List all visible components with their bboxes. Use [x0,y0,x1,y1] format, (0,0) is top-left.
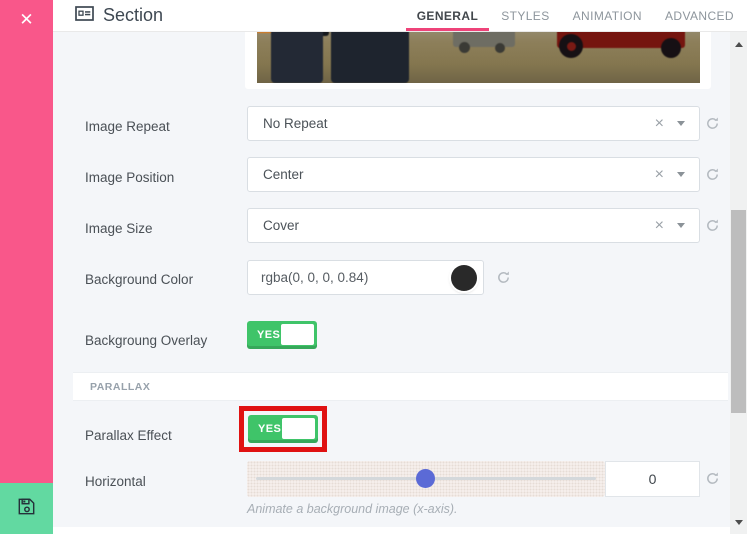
parallax-effect-toggle[interactable]: YES [248,415,318,443]
background-color-label: Background Color [85,272,194,287]
tab-bar: GENERAL STYLES ANIMATION ADVANCED [405,0,747,31]
scroll-down-icon[interactable] [730,514,747,530]
horizontal-value-input[interactable]: 0 [605,461,700,497]
section-icon [75,5,94,26]
save-button[interactable] [0,483,53,534]
left-sidebar: ✕ [0,0,53,534]
background-image-preview-card [245,32,711,89]
chevron-down-icon[interactable] [677,121,685,126]
image-size-label: Image Size [85,221,153,236]
parallax-effect-label: Parallax Effect [85,428,172,443]
clear-icon[interactable]: × [654,216,664,234]
reset-icon[interactable] [496,270,512,286]
chevron-down-icon[interactable] [677,172,685,177]
reset-icon[interactable] [705,218,721,234]
red-highlight-annotation: YES [239,406,327,452]
slider-knob[interactable] [416,469,435,488]
reset-icon[interactable] [705,167,721,183]
image-size-value: Cover [263,218,300,233]
background-overlay-toggle[interactable]: YES [247,321,317,349]
clear-icon[interactable]: × [654,114,664,132]
background-color-input[interactable]: rgba(0, 0, 0, 0.84) [247,260,484,295]
toggle-knob [282,418,315,439]
image-size-select[interactable]: Cover × [247,208,700,243]
panel-header: Section GENERAL STYLES ANIMATION ADVANCE… [53,0,747,32]
toggle-state-label: YES [257,329,281,341]
image-position-label: Image Position [85,170,175,185]
reset-icon[interactable] [705,116,721,132]
settings-content: Image Repeat No Repeat × Image Position … [53,32,730,534]
close-button[interactable]: ✕ [0,0,53,40]
vertical-scrollbar[interactable] [730,32,747,534]
horizontal-help-text: Animate a background image (x-axis). [247,502,458,516]
image-repeat-select[interactable]: No Repeat × [247,106,700,141]
background-image-thumbnail [257,32,700,83]
background-color-value: rgba(0, 0, 0, 0.84) [261,270,369,285]
title-wrap: Section [53,5,163,26]
close-icon: ✕ [19,10,34,29]
image-repeat-label: Image Repeat [85,119,170,134]
background-overlay-label: Backgroung Overlay [85,333,208,348]
parallax-heading-text: PARALLAX [90,380,151,393]
clear-icon[interactable]: × [654,165,664,183]
horizontal-label: Horizontal [85,474,146,489]
save-icon [15,495,38,523]
image-repeat-value: No Repeat [263,116,328,131]
tab-advanced[interactable]: ADVANCED [665,8,734,23]
tab-animation[interactable]: ANIMATION [572,8,642,23]
image-position-select[interactable]: Center × [247,157,700,192]
toggle-state-label: YES [258,423,282,435]
parallax-section-heading: PARALLAX [73,372,728,401]
horizontal-slider[interactable] [247,461,605,497]
page-title: Section [103,5,164,25]
reset-icon[interactable] [705,471,721,487]
image-position-value: Center [263,167,304,182]
scrollbar-thumb[interactable] [731,210,746,413]
content-bottom-strip [53,527,730,534]
scroll-up-icon[interactable] [730,36,747,52]
toggle-knob [281,324,314,345]
color-swatch[interactable] [451,264,477,291]
tab-styles[interactable]: STYLES [501,8,550,23]
chevron-down-icon[interactable] [677,223,685,228]
tab-general[interactable]: GENERAL [405,0,490,31]
